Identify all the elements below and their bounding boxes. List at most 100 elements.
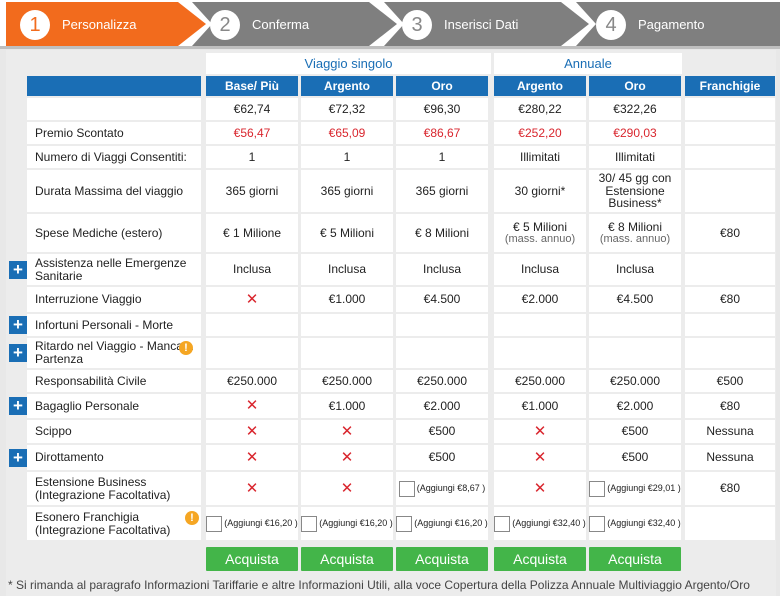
price-cell: €322,26	[589, 98, 681, 120]
step-personalizza[interactable]: 1 Personalizza	[6, 2, 206, 46]
expand-plus-icon[interactable]: +	[9, 397, 27, 415]
step-number: 1	[20, 10, 50, 40]
cell-viaggi	[685, 146, 775, 168]
addon-price-label: (Aggiungi €8,67 )	[416, 482, 486, 493]
row-label-bagaglio: Bagaglio Personale	[27, 394, 201, 418]
step-conferma[interactable]: 2 Conferma	[192, 2, 397, 46]
cell-spese: € 1 Milione	[206, 214, 298, 252]
buy-button[interactable]: Acquista	[494, 547, 586, 571]
expand-plus-icon[interactable]: +	[9, 449, 27, 467]
row-label-spese: Spese Mediche (estero)	[27, 214, 201, 252]
cell-responsabilita: €250.000	[494, 370, 586, 392]
cell-assistenza: Inclusa	[206, 254, 298, 285]
buy-button[interactable]: Acquista	[396, 547, 488, 571]
column-header: Argento	[494, 76, 586, 96]
addon-price-label: (Aggiungi €32,40 )	[512, 517, 586, 528]
cell-infortuni	[301, 314, 393, 336]
cell-bagaglio: €2.000	[396, 394, 488, 418]
buy-button[interactable]: Acquista	[206, 547, 298, 571]
cell-bagaglio: €80	[685, 394, 775, 418]
addon-checkbox[interactable]	[494, 515, 511, 532]
cell-scippo: €500	[589, 420, 681, 443]
coverage-note: (mass. annuo)	[504, 232, 576, 245]
cell-dirottamento: ✕	[206, 445, 298, 470]
cell-spese: € 8 Milioni	[396, 214, 488, 252]
not-included-cross-icon: ✕	[533, 422, 547, 440]
cell-bagaglio: €2.000	[589, 394, 681, 418]
deductible-value: €80	[719, 481, 741, 496]
not-included-cross-icon: ✕	[245, 448, 259, 466]
buy-button[interactable]: Acquista	[589, 547, 681, 571]
cell-ritardo	[685, 338, 775, 368]
step-label: Inserisci Dati	[444, 17, 519, 32]
cell-assistenza: Inclusa	[494, 254, 586, 285]
not-included-cross-icon: ✕	[245, 397, 259, 415]
cell-estensione: (Aggiungi €29,01 )	[589, 472, 681, 505]
buy-button[interactable]: Acquista	[301, 547, 393, 571]
column-header: Base/ Più	[206, 76, 298, 96]
cell-bagaglio: ✕	[206, 394, 298, 418]
row-label-text: Esonero Franchigia (Integrazione Facolta…	[35, 509, 171, 537]
cell-assistenza: Inclusa	[396, 254, 488, 285]
step-inserisci-dati[interactable]: 3 Inserisci Dati	[384, 2, 589, 46]
expand-plus-icon[interactable]: +	[9, 316, 27, 334]
cell-interruzione: €80	[685, 287, 775, 312]
cell-spese: € 5 Milioni (mass. annuo)	[494, 214, 586, 252]
cell-assistenza	[685, 254, 775, 285]
column-header: Oro	[589, 76, 681, 96]
cell-esonero: (Aggiungi €16,20 )	[206, 507, 298, 540]
step-arrow-shape	[6, 2, 206, 46]
row-label-text: Premio Scontato	[35, 125, 124, 140]
step-label: Personalizza	[62, 17, 137, 32]
cell-viaggi: 1	[206, 146, 298, 168]
row-label-text: Infortuni Personali - Morte	[35, 317, 174, 332]
cell-viaggi: Illimitati	[589, 146, 681, 168]
row-label-text: Scippo	[35, 424, 72, 439]
cell-viaggi: 1	[301, 146, 393, 168]
cell-durata: 365 giorni	[206, 170, 298, 212]
cell-interruzione: ✕	[206, 287, 298, 312]
addon-checkbox[interactable]	[396, 515, 413, 532]
cell-durata: 365 giorni	[396, 170, 488, 212]
addon-checkbox[interactable]	[589, 515, 606, 532]
cell-premio	[685, 122, 775, 144]
row-label-text: Dirottamento	[35, 450, 104, 465]
footnote: * Si rimanda al paragrafo Informazioni T…	[8, 578, 750, 592]
cell-responsabilita: €250.000	[396, 370, 488, 392]
cell-estensione: €80	[685, 472, 775, 505]
cell-infortuni	[206, 314, 298, 336]
cell-interruzione: €1.000	[301, 287, 393, 312]
addon-checkbox[interactable]	[398, 480, 415, 497]
cell-dirottamento: €500	[589, 445, 681, 470]
expand-plus-icon[interactable]: +	[9, 261, 27, 279]
step-number: 2	[210, 10, 240, 40]
addon-price-label: (Aggiungi €29,01 )	[607, 482, 681, 493]
price-cell: €72,32	[301, 98, 393, 120]
cell-estensione: ✕	[206, 472, 298, 505]
warning-info-icon[interactable]: !	[179, 341, 193, 355]
cell-assistenza: Inclusa	[589, 254, 681, 285]
warning-info-icon[interactable]: !	[185, 511, 199, 525]
step-pagamento[interactable]: 4 Pagamento	[576, 2, 780, 46]
not-included-cross-icon: ✕	[245, 290, 259, 308]
expand-plus-icon[interactable]: +	[9, 344, 27, 362]
addon-price-label: (Aggiungi €16,20 )	[224, 517, 298, 528]
cell-ritardo	[206, 338, 298, 368]
cell-durata: 30/ 45 gg con Estensione Business*	[589, 170, 681, 212]
cell-durata: 30 giorni*	[494, 170, 586, 212]
row-label-ritardo: Ritardo nel Viaggio - Mancata Partenza!	[27, 338, 201, 368]
addon-checkbox[interactable]	[589, 480, 606, 497]
cell-durata: 365 giorni	[301, 170, 393, 212]
cell-spese: € 8 Milioni (mass. annuo)	[589, 214, 681, 252]
addon-checkbox[interactable]	[206, 515, 223, 532]
not-included-cross-icon: ✕	[340, 448, 354, 466]
addon-price-label: (Aggiungi €32,40 )	[607, 517, 681, 528]
step-arrow-shape	[192, 2, 397, 46]
row-label-text: Interruzione Viaggio	[35, 292, 142, 307]
step-label: Conferma	[252, 17, 310, 32]
cell-spese: €80	[685, 214, 775, 252]
row-label-text: Numero di Viaggi Consentiti:	[35, 149, 187, 164]
row-label-interruzione: Interruzione Viaggio	[27, 287, 201, 312]
coverage-value: € 8 Milioni	[607, 219, 663, 234]
addon-checkbox[interactable]	[301, 515, 318, 532]
